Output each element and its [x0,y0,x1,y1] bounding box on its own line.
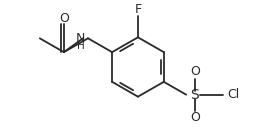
Text: O: O [190,65,200,78]
Text: Cl: Cl [227,88,239,101]
Text: F: F [134,3,142,16]
Text: H: H [77,41,85,51]
Text: S: S [190,88,199,102]
Text: N: N [76,32,85,45]
Text: O: O [190,111,200,124]
Text: O: O [59,12,69,25]
